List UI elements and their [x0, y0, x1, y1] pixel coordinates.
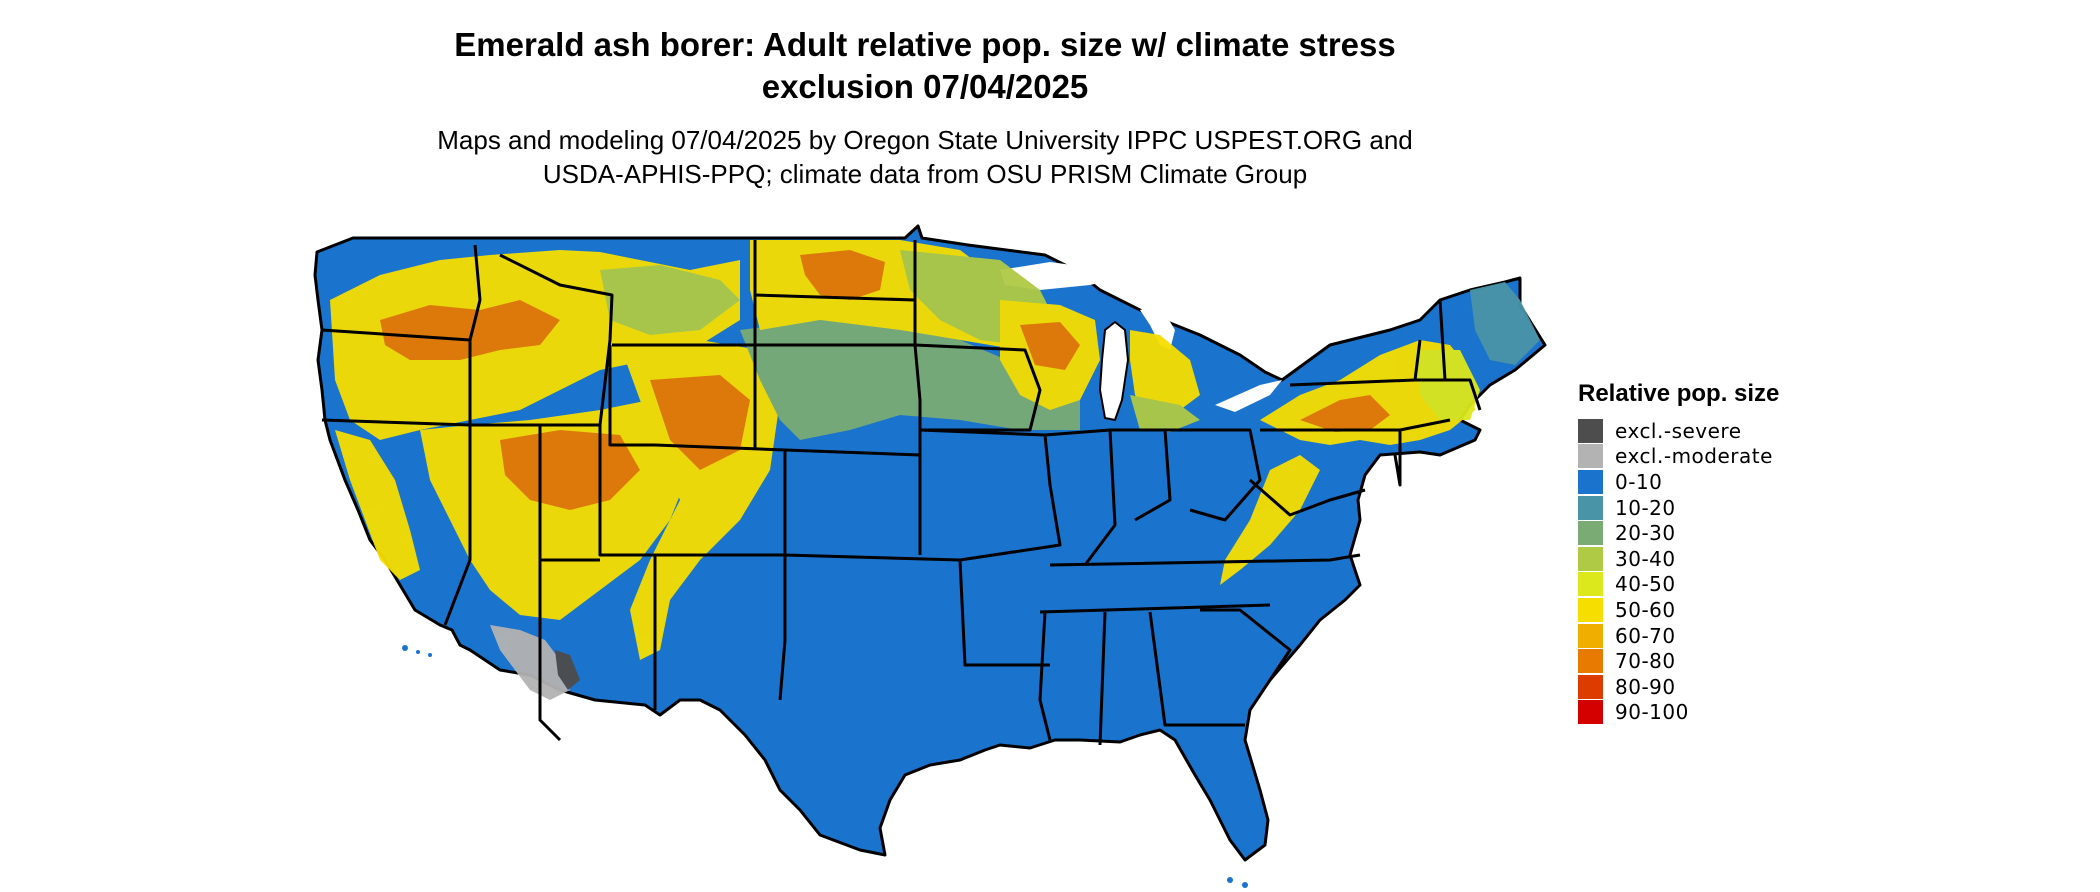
- legend-swatch: [1578, 546, 1603, 571]
- legend-label: excl.-moderate: [1615, 444, 1773, 469]
- legend-item: excl.-severe: [1578, 418, 1779, 444]
- legend-item: 60-70: [1578, 623, 1779, 649]
- overlay-new-england-yellow: [1415, 350, 1480, 420]
- coastal-islands: [402, 645, 1248, 888]
- subtitle-line-1: Maps and modeling 07/04/2025 by Oregon S…: [437, 125, 1413, 155]
- legend-label: 40-50: [1615, 572, 1676, 597]
- legend-label: 80-90: [1615, 674, 1676, 699]
- map-title: Emerald ash borer: Adult relative pop. s…: [225, 24, 1625, 108]
- legend-item: excl.-moderate: [1578, 444, 1779, 470]
- legend-item: 80-90: [1578, 674, 1779, 700]
- legend-swatch: [1578, 674, 1603, 699]
- legend-swatch: [1578, 469, 1603, 494]
- overlay-rockies-green: [600, 265, 740, 335]
- legend-item: 40-50: [1578, 572, 1779, 598]
- overlay-maine-teal: [1470, 282, 1540, 365]
- overlay-north-dakota-orange: [800, 250, 885, 300]
- state-borders: [321, 240, 1482, 746]
- overlay-northwest-orange: [380, 300, 560, 360]
- overlay-michigan-yellow: [1130, 330, 1200, 415]
- legend-label: 20-30: [1615, 521, 1676, 546]
- legend-label: 60-70: [1615, 623, 1676, 648]
- overlay-california-yellow: [335, 430, 420, 580]
- legend-label: 90-100: [1615, 700, 1689, 725]
- legend-swatch: [1578, 597, 1603, 622]
- legend-label: 70-80: [1615, 649, 1676, 674]
- legend-item: 20-30: [1578, 520, 1779, 546]
- legend-title: Relative pop. size: [1578, 380, 1780, 407]
- overlay-wisconsin-orange: [1020, 322, 1080, 370]
- population-overlays: [330, 240, 1540, 700]
- legend: Relative pop. size excl.-severe excl.-mo…: [1578, 380, 1779, 725]
- legend-swatch: [1578, 649, 1603, 674]
- overlay-michigan-green: [1130, 395, 1200, 432]
- legend-label: 50-60: [1615, 597, 1676, 622]
- overlay-great-basin-orange: [500, 430, 640, 510]
- subtitle-line-2: USDA-APHIS-PPQ; climate data from OSU PR…: [542, 159, 1308, 189]
- legend-swatch: [1578, 444, 1603, 469]
- lake-michigan: [1098, 320, 1130, 422]
- legend-label: 0-10: [1615, 469, 1663, 494]
- overlay-desert-severe: [555, 650, 580, 690]
- legend-item: 0-10: [1578, 469, 1779, 495]
- overlay-northeast-orange: [1300, 395, 1390, 432]
- legend-item: 10-20: [1578, 495, 1779, 521]
- map-subtitle: Maps and modeling 07/04/2025 by Oregon S…: [225, 123, 1625, 191]
- legend-label: 30-40: [1615, 546, 1676, 571]
- legend-swatch: [1578, 623, 1603, 648]
- legend-label: excl.-severe: [1615, 418, 1742, 443]
- lake-huron: [1140, 305, 1175, 350]
- title-line-1: Emerald ash borer: Adult relative pop. s…: [454, 26, 1396, 63]
- legend-swatch: [1578, 700, 1603, 725]
- overlay-northern-plains-green: [740, 320, 1080, 440]
- legend-items: excl.-severe excl.-moderate 0-10 10-20 2…: [1578, 418, 1779, 725]
- us-landmass: [313, 224, 1547, 862]
- legend-item: 30-40: [1578, 546, 1779, 572]
- legend-item: 90-100: [1578, 700, 1779, 726]
- legend-swatch: [1578, 521, 1603, 546]
- legend-item: 50-60: [1578, 597, 1779, 623]
- overlay-appalachian-yellow: [1220, 455, 1320, 585]
- title-line-2: exclusion 07/04/2025: [761, 68, 1089, 105]
- us-population-map: [313, 224, 1547, 888]
- legend-item: 70-80: [1578, 648, 1779, 674]
- legend-swatch: [1578, 572, 1603, 597]
- legend-swatch: [1578, 418, 1603, 443]
- overlay-desert-excluded: [490, 625, 570, 700]
- legend-label: 10-20: [1615, 495, 1676, 520]
- lake-erie: [1215, 380, 1282, 412]
- legend-swatch: [1578, 495, 1603, 520]
